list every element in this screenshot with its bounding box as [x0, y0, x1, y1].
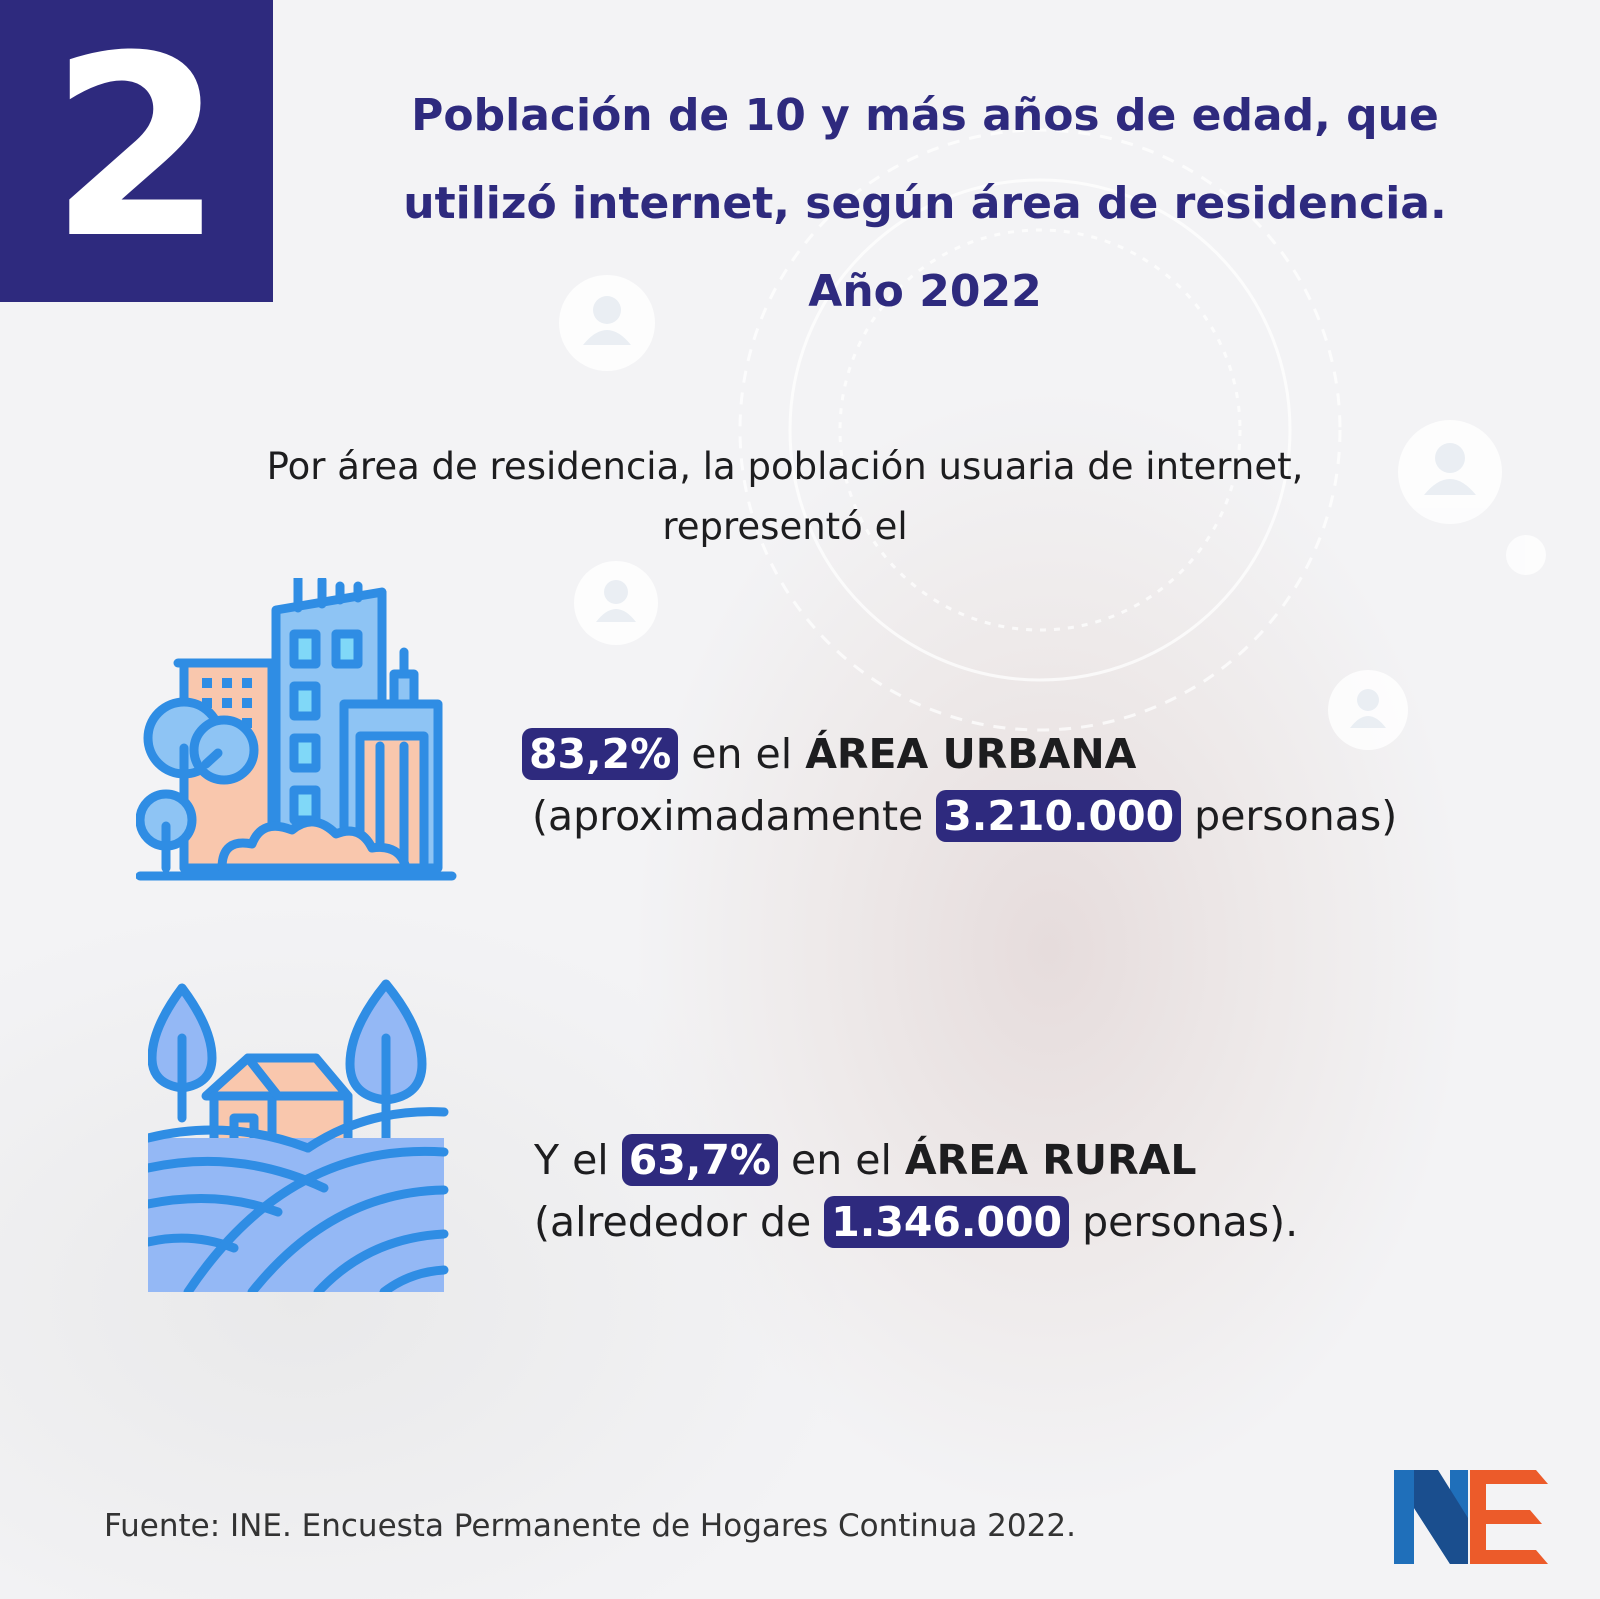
title-line-3: Año 2022: [808, 266, 1042, 317]
section-number: 2: [49, 2, 224, 293]
rural-line-1: Y el 63,7% en el ÁREA RURAL: [534, 1132, 1197, 1188]
rural-count-suffix: personas).: [1069, 1198, 1299, 1246]
page-title: Población de 10 y más años de edad, que …: [330, 72, 1520, 336]
urban-count-prefix: (aproximadamente: [532, 792, 937, 840]
rural-house-icon: [148, 979, 449, 1292]
title-line-1: Población de 10 y más años de edad, que: [411, 90, 1439, 141]
section-number-box: 2: [0, 0, 273, 302]
rural-area-label: ÁREA RURAL: [904, 1136, 1197, 1184]
source-note: Fuente: INE. Encuesta Permanente de Hoga…: [104, 1508, 1076, 1544]
urban-line-2: (aproximadamente 3.210.000 personas): [532, 788, 1397, 844]
title-line-2: utilizó internet, según área de residenc…: [403, 178, 1447, 229]
rural-prefix: Y el: [534, 1136, 622, 1184]
rural-text-connector: en el: [777, 1136, 905, 1184]
intro-text: Por área de residencia, la población usu…: [140, 437, 1430, 557]
ine-logo: [1394, 1470, 1548, 1564]
urban-percent-badge: 83,2%: [522, 728, 679, 780]
urban-count-suffix: personas): [1181, 792, 1398, 840]
rural-count-prefix: (alrededor de: [534, 1198, 825, 1246]
rural-line-2: (alrededor de 1.346.000 personas).: [534, 1194, 1298, 1250]
city-buildings-icon: [136, 578, 457, 881]
urban-area-label: ÁREA URBANA: [805, 730, 1137, 778]
intro-line-1: Por área de residencia, la población usu…: [266, 445, 1304, 488]
rural-percent-badge: 63,7%: [621, 1134, 778, 1186]
rural-count-badge: 1.346.000: [824, 1196, 1070, 1248]
urban-count-badge: 3.210.000: [936, 790, 1182, 842]
intro-line-2: representó el: [662, 505, 908, 548]
urban-text-connector: en el: [678, 730, 806, 778]
urban-line-1: 83,2% en el ÁREA URBANA: [522, 726, 1136, 782]
